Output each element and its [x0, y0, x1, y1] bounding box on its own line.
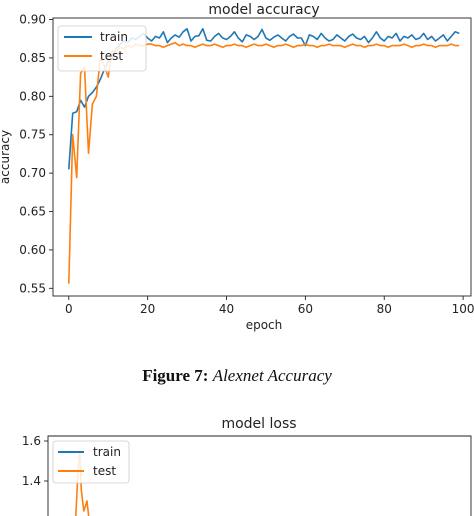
loss-legend-train-label: train	[93, 445, 121, 459]
loss-plot-frame	[47, 435, 472, 516]
accuracy-legend: train test	[57, 25, 147, 72]
accuracy-y-ticks: 0.55 0.60 0.65 0.70 0.75 0.80 0.85 0.90	[19, 13, 53, 295]
figure-caption: Figure 7: Alexnet Accuracy	[0, 366, 474, 386]
accuracy-x-tick-label: 100	[452, 302, 474, 316]
accuracy-x-ticks: 0 20 40 60 80 100	[65, 296, 474, 316]
accuracy-plot-frame	[52, 17, 472, 297]
accuracy-x-tick-label: 40	[219, 302, 234, 316]
accuracy-chart: model accuracy 0.550.600.650.700.750.800…	[0, 2, 474, 332]
loss-y-tick-label: 1.4	[22, 474, 41, 488]
loss-legend: train test	[52, 440, 130, 484]
accuracy-y-tick-label: 0.75	[19, 128, 46, 142]
accuracy-y-tick-label: 0.60	[19, 243, 46, 257]
accuracy-x-tick-label: 0	[65, 302, 73, 316]
accuracy-x-tick-label: 20	[140, 302, 155, 316]
figure-caption-label: Figure 7:	[142, 366, 209, 385]
accuracy-y-tick-label: 0.85	[19, 51, 46, 65]
accuracy-series-test-line	[68, 41, 460, 284]
accuracy-legend-train-label: train	[100, 30, 128, 44]
loss-y-ticks: 1.4 1.6	[22, 434, 48, 488]
loss-chart-title: model loss	[221, 416, 296, 432]
accuracy-y-tick-label: 0.90	[19, 13, 46, 27]
accuracy-y-tick-label: 0.65	[19, 205, 46, 219]
accuracy-x-axis-label: epoch	[246, 318, 283, 332]
accuracy-chart-title: model accuracy	[208, 2, 319, 18]
figure-caption-text: Alexnet Accuracy	[212, 366, 332, 385]
accuracy-y-tick-label: 0.55	[19, 281, 46, 295]
accuracy-legend-test-label: test	[100, 49, 123, 63]
accuracy-y-axis-label: accuracy	[0, 130, 12, 184]
accuracy-y-tick-label: 0.80	[19, 89, 46, 103]
accuracy-x-tick-label: 60	[298, 302, 313, 316]
accuracy-y-tick-label: 0.70	[19, 166, 46, 180]
loss-y-tick-label: 1.6	[22, 434, 41, 448]
loss-chart: model loss 1.4 1.6 train test	[22, 416, 472, 516]
loss-legend-test-label: test	[93, 464, 116, 478]
accuracy-x-tick-label: 80	[377, 302, 392, 316]
